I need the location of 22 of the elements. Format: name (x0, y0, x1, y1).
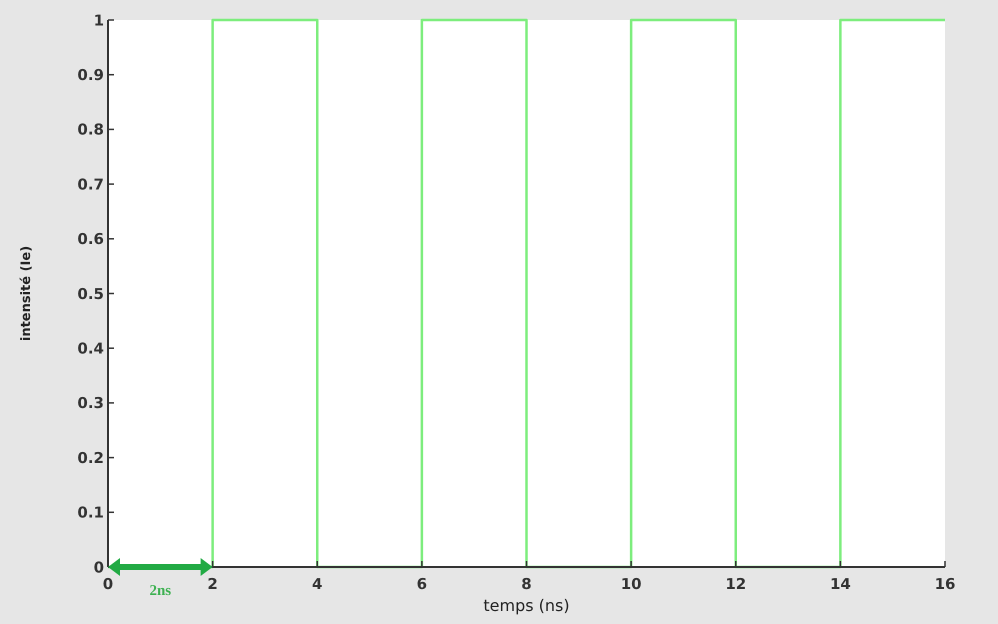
y-tick-label: 1 (94, 11, 104, 30)
x-tick-label: 4 (312, 575, 322, 593)
y-tick-label: 0.7 (77, 175, 104, 194)
x-tick-label: 10 (620, 575, 642, 593)
y-tick-label: 0.6 (77, 230, 104, 248)
y-tick-label: 0.1 (77, 504, 104, 522)
y-tick-label: 0.9 (77, 66, 104, 84)
x-tick-label: 2 (207, 575, 218, 593)
y-tick-label: 0.2 (77, 448, 104, 467)
y-tick-label: 0.4 (77, 339, 104, 358)
y-axis-title: intensité (Ie) (19, 246, 34, 342)
y-tick-label: 0.5 (77, 284, 104, 303)
x-tick-label: 12 (725, 575, 746, 593)
x-tick-label: 16 (934, 575, 956, 593)
x-tick-label: 8 (521, 575, 532, 593)
y-tick-label: 0 (94, 558, 104, 576)
x-axis-title: temps (ns) (483, 596, 570, 615)
x-tick-label: 6 (416, 575, 428, 593)
y-tick-label: 0.3 (77, 394, 104, 412)
x-tick-label: 14 (830, 575, 851, 593)
y-tick-label: 0.8 (77, 120, 104, 139)
annotation: 2ns (149, 583, 172, 599)
